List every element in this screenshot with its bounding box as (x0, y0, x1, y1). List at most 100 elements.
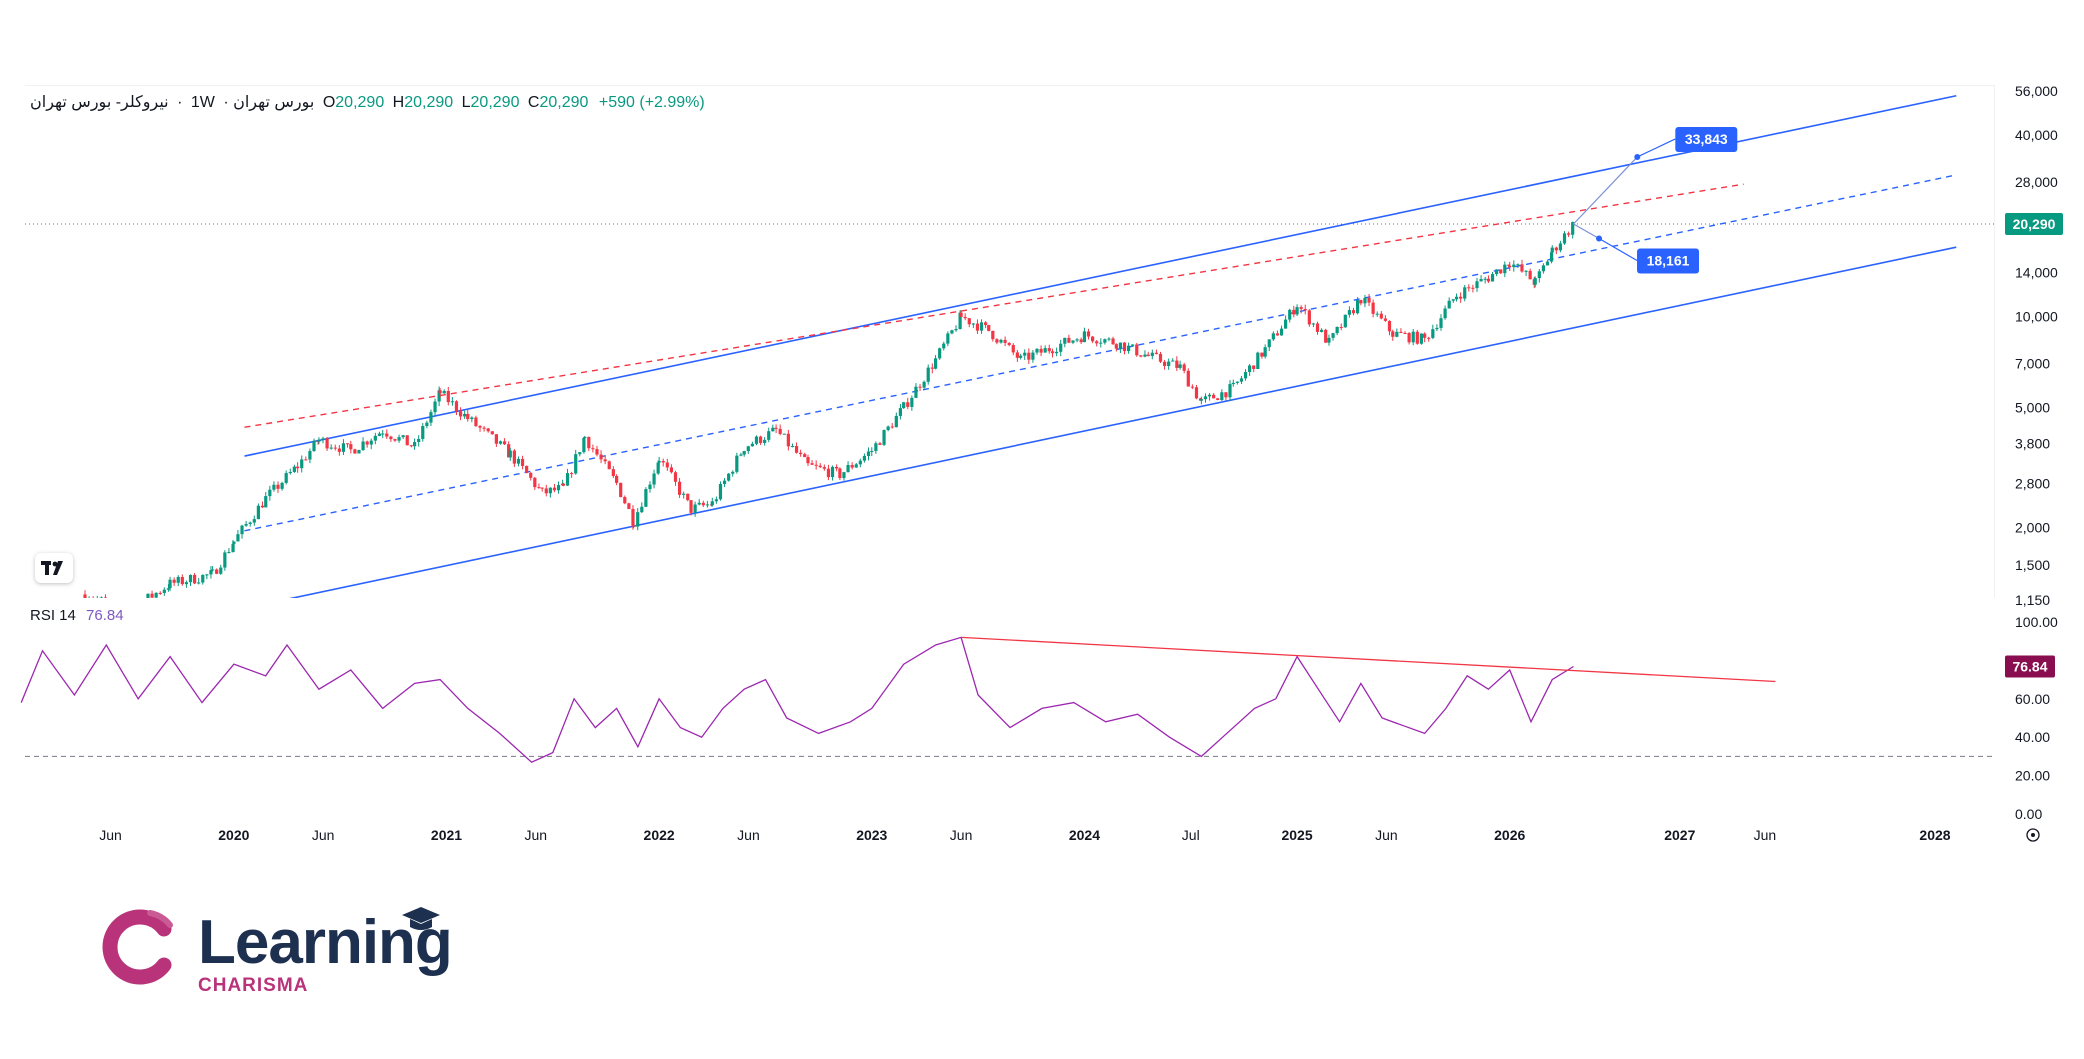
candle-body (525, 465, 529, 474)
candle-body (1003, 339, 1007, 343)
candle-body (963, 316, 967, 319)
rsi-legend: RSI 14 76.84 (30, 607, 124, 624)
candle-body (458, 411, 463, 417)
candle-body (280, 482, 284, 489)
candle-body (603, 459, 607, 462)
candle-body (304, 459, 308, 461)
rsi-line (20, 636, 1574, 763)
time-tick-label: 2024 (1069, 827, 1100, 843)
candle-body (878, 443, 882, 445)
candle-body (317, 439, 321, 442)
high-value: 20,290 (404, 94, 454, 111)
price-tick-label: 5,000 (2015, 399, 2050, 415)
time-tick-label: 2026 (1494, 827, 1525, 843)
candle-body (124, 609, 127, 613)
candle-body (665, 462, 669, 468)
candle-body (1079, 339, 1083, 343)
projection-path (1573, 223, 1600, 240)
candle-body (1167, 361, 1171, 367)
candle-body (1011, 345, 1015, 353)
candle-body (1224, 392, 1228, 398)
candle-body (112, 602, 115, 603)
candle-body (1175, 360, 1179, 368)
candle-body (1260, 352, 1264, 357)
candle-body (607, 461, 611, 470)
callout-leader (1598, 237, 1638, 262)
candle-body (1162, 361, 1167, 367)
candle-body (689, 500, 693, 513)
candle-body (1047, 348, 1051, 352)
rsi-pane[interactable] (20, 636, 1995, 763)
candle-body (405, 435, 409, 446)
candle-body (790, 445, 795, 447)
candle-body (421, 426, 425, 439)
candle-body (529, 473, 533, 478)
candle-body (1395, 331, 1399, 337)
candle-body (930, 367, 934, 369)
candle-body (482, 427, 486, 429)
candle-body (1391, 331, 1395, 337)
open-value: 20,290 (335, 94, 385, 111)
candle-body (565, 473, 570, 486)
candle-body (1154, 352, 1158, 354)
candle-body (1150, 352, 1154, 356)
candle-body (1407, 333, 1411, 343)
low-label: L (461, 94, 471, 111)
candle-body (1103, 339, 1107, 343)
candle-body (478, 426, 482, 428)
candle-body (154, 592, 158, 598)
candle-body (735, 455, 739, 472)
candle-body (636, 512, 640, 527)
candle-body (516, 458, 521, 464)
time-tick-label: 2021 (431, 827, 462, 843)
candle-body (240, 525, 244, 535)
candle-body (705, 504, 709, 506)
candle-body (1039, 348, 1043, 353)
candle-body (971, 323, 975, 325)
price-pane[interactable] (25, 85, 2084, 822)
low-value: 20,290 (470, 94, 520, 111)
candle-body (1035, 348, 1039, 353)
candle-body (623, 497, 627, 504)
candle-body (1295, 307, 1299, 315)
candle-body (1483, 278, 1487, 280)
candle-body (1071, 340, 1075, 343)
time-axis: Jun 2020 Jun 2021 Jun 2022 Jun 2023 Jun 2024 Jul 20… (99, 827, 2040, 843)
candle-body (252, 519, 256, 523)
close-label: C (527, 94, 540, 111)
candle-body (1284, 319, 1288, 329)
candle-body (329, 447, 333, 449)
candle-body (494, 434, 498, 444)
rsi-value: 76.84 (86, 607, 124, 624)
candle-body (814, 464, 818, 466)
candle-body (926, 367, 930, 382)
candle-body (1059, 343, 1063, 352)
price-tick-label: 3,800 (2015, 435, 2050, 451)
candle-body (552, 487, 557, 491)
candle-body (409, 445, 413, 447)
close-value: 20,290 (539, 94, 589, 111)
candle-body (722, 480, 727, 485)
candle-body (1271, 333, 1275, 340)
candle-body (134, 606, 137, 610)
candle-body (158, 592, 162, 594)
candle-body (454, 401, 459, 412)
tradingview-logo-icon[interactable] (35, 553, 73, 583)
candle-body (619, 482, 623, 498)
candle-body (763, 439, 767, 443)
candle-body (437, 390, 441, 402)
time-tick-label: 2023 (856, 827, 887, 843)
price-axis: 1,150 1,500 2,000 2,800 3,800 5,000 7,000 10,00… (2005, 83, 2063, 608)
candle-body (1379, 313, 1383, 319)
candle-body (1135, 344, 1139, 356)
candle-body (341, 443, 346, 452)
settings-gear-icon[interactable] (2026, 828, 2040, 842)
candle-body (1023, 352, 1027, 356)
candle-body (984, 322, 988, 325)
candle-body (1419, 333, 1423, 344)
candle-body (373, 435, 377, 441)
candle-body (1447, 300, 1451, 309)
candle-body (1550, 247, 1554, 253)
mid-channel-dashed-line (244, 174, 1957, 532)
